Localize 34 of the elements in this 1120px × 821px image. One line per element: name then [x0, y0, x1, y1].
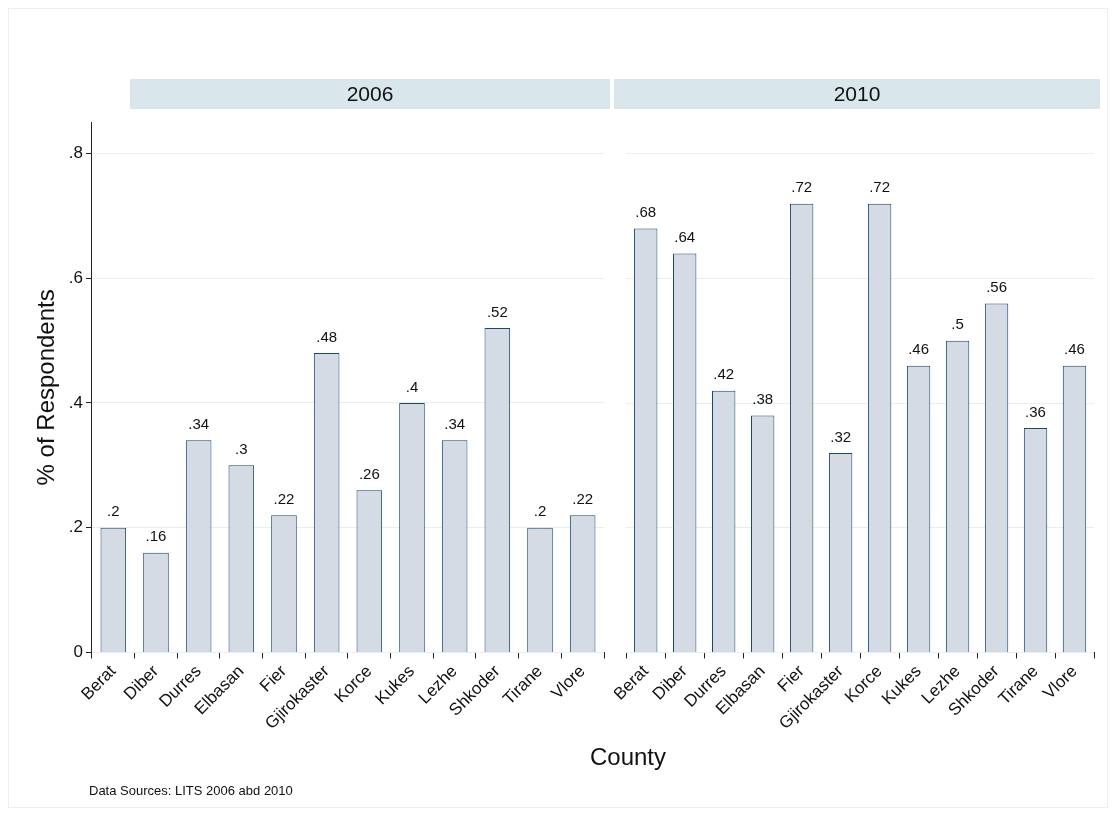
data-label: .2 [533, 502, 547, 520]
chart-title: 2006 [130, 79, 610, 109]
y-tick-label: 0 [73, 642, 83, 662]
data-label: .5 [951, 315, 964, 333]
data-label: .72 [869, 178, 891, 196]
data-label: .42 [713, 365, 735, 383]
data-label: .32 [830, 427, 852, 445]
data-label: .4 [405, 377, 419, 395]
y-axis-title: % of Respondents [32, 289, 60, 486]
data-label: .22 [572, 489, 594, 507]
data-label: .68 [635, 203, 657, 221]
data-label: .34 [188, 415, 210, 432]
data-label: .46 [1064, 340, 1085, 358]
y-tick-label: .6 [68, 267, 83, 287]
data-label: .52 [486, 302, 508, 320]
data-label: .64 [674, 228, 696, 246]
data-label: .56 [986, 278, 1007, 296]
chart-title: 2010 [614, 79, 1100, 109]
data-label: .34 [444, 415, 466, 432]
y-tick-label: .2 [68, 517, 83, 537]
data-label: .16 [145, 527, 167, 545]
data-label: .72 [791, 178, 813, 196]
data-label: .3 [235, 439, 248, 457]
data-label: .46 [908, 340, 930, 358]
data-label: .48 [316, 327, 338, 345]
y-tick-label: .8 [68, 143, 83, 163]
text: Data Sources: LITS 2006 abd 2010 [89, 783, 294, 798]
x-axis-title: County [588, 743, 667, 771]
data-label: .36 [1025, 402, 1046, 420]
data-label: .2 [107, 502, 120, 520]
data-label: .26 [358, 464, 380, 482]
data-label: .22 [273, 489, 295, 507]
data-label: .38 [752, 390, 774, 408]
y-tick-label: .4 [68, 392, 83, 412]
